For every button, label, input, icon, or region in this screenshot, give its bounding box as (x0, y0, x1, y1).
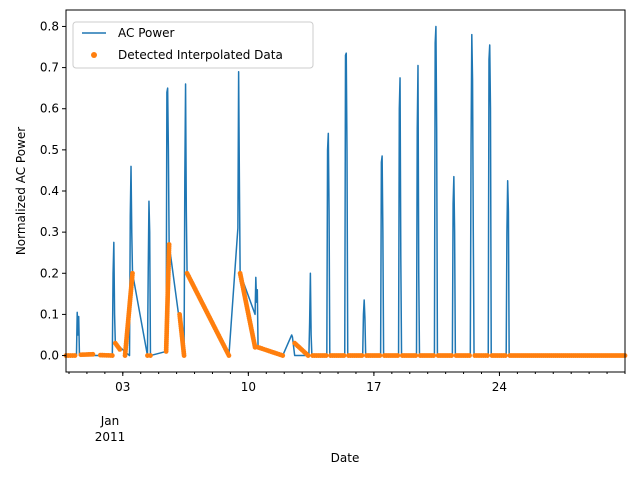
interpolated-point (181, 353, 187, 358)
legend-label-interpolated: Detected Interpolated Data (118, 48, 283, 62)
series-scatter-interpolated (63, 242, 628, 358)
interpolated-point (148, 353, 153, 358)
y-tick-label: 0.7 (40, 61, 59, 75)
legend-dot-swatch (91, 52, 97, 58)
interpolated-point (449, 353, 455, 358)
interpolated-point (90, 351, 96, 357)
interpolated-point (130, 270, 135, 276)
interpolated-point (166, 242, 172, 247)
interpolated-point (431, 353, 437, 358)
y-tick-label: 0.0 (40, 349, 59, 363)
x-secondary-label-year: 2011 (95, 430, 126, 444)
x-axis-label: Date (331, 451, 360, 465)
x-tick-label: 17 (366, 380, 381, 394)
interpolated-point (226, 353, 232, 358)
interpolated-point (341, 353, 347, 358)
x-tick-label: 24 (492, 380, 507, 394)
interpolated-point (503, 353, 508, 358)
interpolated-point (72, 353, 78, 358)
y-tick-label: 0.2 (40, 266, 59, 280)
y-tick-label: 0.1 (40, 307, 59, 321)
interpolated-point (117, 346, 123, 352)
y-tick-label: 0.4 (40, 184, 59, 198)
interpolated-point (323, 353, 329, 358)
x-tick-label: 03 (115, 380, 130, 394)
legend-label-ac-power: AC Power (118, 26, 175, 40)
interpolated-point (377, 353, 383, 358)
interpolated-point (467, 353, 472, 358)
y-tick-label: 0.5 (40, 143, 59, 157)
plot-area (63, 25, 628, 358)
y-tick-label: 0.3 (40, 225, 59, 239)
x-axis: 03 10 17 24 (68, 372, 626, 394)
interpolated-point (485, 353, 490, 358)
interpolated-point (359, 353, 365, 358)
y-axis: 0.0 0.1 0.2 0.3 0.4 0.5 0.6 0.7 0.8 (40, 19, 66, 363)
x-tick-label: 10 (241, 380, 256, 394)
interpolated-point (395, 353, 401, 358)
interpolated-point (109, 353, 115, 358)
series-line-ac-power (66, 25, 625, 357)
y-axis-label: Normalized AC Power (14, 127, 28, 255)
x-secondary-label-month: Jan (100, 414, 120, 428)
y-tick-label: 0.8 (40, 19, 59, 33)
legend-box (72, 21, 314, 69)
interpolated-point (305, 353, 311, 358)
interpolated-point (280, 353, 286, 358)
interpolated-point (413, 353, 419, 358)
y-tick-label: 0.6 (40, 102, 59, 116)
legend: AC Power Detected Interpolated Data (72, 21, 314, 69)
